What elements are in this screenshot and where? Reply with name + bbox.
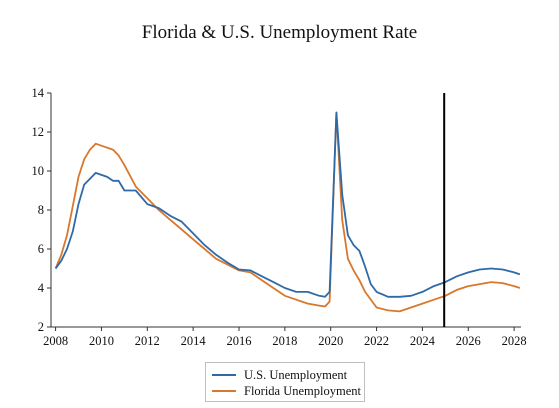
legend-label-us: U.S. Unemployment [244, 367, 348, 382]
x-tick-label: 2020 [318, 334, 343, 348]
series-layer [54, 111, 521, 313]
axes-layer: 2 4 6 8 10 12 14 2008 2010 2012 2014 2016 2018 2020 20… [32, 86, 527, 348]
legend-item-florida: Florida Unemployment [212, 383, 361, 399]
x-tick-label: 2028 [502, 334, 527, 348]
x-tick-label: 2026 [456, 334, 481, 348]
x-tick-label: 2024 [410, 334, 436, 348]
y-tick-label: 8 [38, 203, 44, 217]
legend-item-us: U.S. Unemployment [212, 367, 347, 383]
series-line-florida [54, 111, 521, 313]
legend-label-florida: Florida Unemployment [244, 383, 361, 398]
x-tick-label: 2016 [227, 334, 252, 348]
x-tick-label: 2018 [272, 334, 297, 348]
chart-title: Florida & U.S. Unemployment Rate [141, 22, 418, 43]
x-tick-label: 2012 [135, 334, 160, 348]
y-tick-label: 10 [32, 164, 45, 178]
y-tick-label: 14 [32, 86, 45, 100]
legend-swatch-us [212, 374, 236, 376]
x-tick-label: 2008 [43, 334, 68, 348]
legend: U.S. Unemployment Florida Unemployment [205, 362, 365, 402]
x-tick-label: 2022 [364, 334, 389, 348]
y-tick-label: 4 [38, 281, 45, 295]
y-tick-label: 2 [38, 320, 44, 334]
x-tick-label: 2014 [181, 334, 207, 348]
series-line-us [54, 111, 521, 298]
y-tick-label: 6 [38, 242, 44, 256]
x-tick-label: 2010 [89, 334, 114, 348]
y-tick-label: 12 [32, 125, 45, 139]
legend-swatch-florida [212, 390, 236, 392]
